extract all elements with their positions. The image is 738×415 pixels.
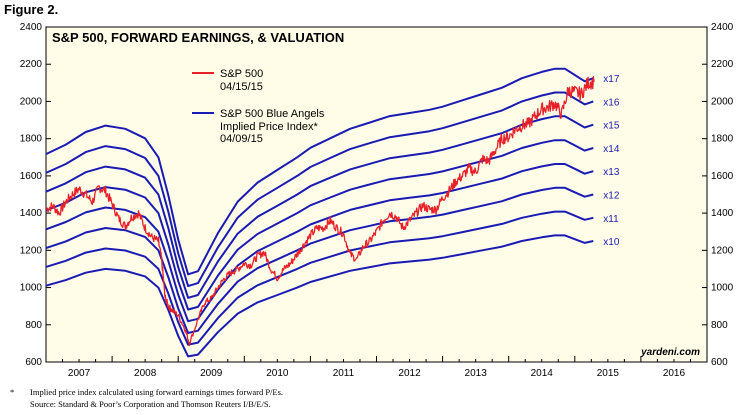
chart-title: S&P 500, FORWARD EARNINGS, & VALUATION: [52, 30, 344, 45]
multiple-labels: x17 x16 x15 x14 x13 x12 x11 x10: [603, 74, 620, 248]
figure-label: Figure 2.: [4, 2, 59, 17]
legend-sp500-label: S&P 500: [220, 68, 263, 80]
plot-area: [45, 26, 708, 363]
x-tick-label: 2015: [597, 368, 620, 379]
y-tick-label-left: 600: [25, 357, 42, 368]
y-tick-label-right: 1400: [711, 208, 734, 219]
blue-angels-line-x16: [45, 91, 594, 288]
y-axis-right: 600 800 1000 1200 1400 1600 1800 2000 2200 2400: [702, 22, 734, 368]
multiple-label-x12: x12: [603, 191, 620, 202]
y-tick-label-right: 1600: [711, 171, 734, 182]
x-tick-label: 2014: [531, 368, 554, 379]
x-tick-label: 2011: [333, 368, 355, 379]
legend-blue-angels-line2: Implied Price Index*: [220, 121, 319, 133]
y-tick-label-right: 800: [711, 320, 728, 331]
x-tick-label: 2010: [266, 368, 289, 379]
x-tick-label: 2012: [398, 368, 421, 379]
y-tick-label-right: 1200: [711, 245, 734, 256]
sp500-series: [45, 76, 595, 347]
y-tick-label-right: 1800: [711, 134, 734, 145]
y-tick-label-right: 2000: [711, 96, 734, 107]
x-tick-label: 2016: [663, 368, 686, 379]
multiple-label-x15: x15: [603, 121, 620, 132]
footnote-line-1: Implied price index calculated using for…: [30, 387, 284, 397]
y-tick-label-left: 2400: [20, 22, 43, 33]
blue-angels-line-x12: [45, 186, 594, 334]
multiple-label-x16: x16: [603, 97, 620, 108]
x-tick-label: 2009: [200, 368, 223, 379]
multiple-label-x14: x14: [603, 144, 620, 155]
blue-angels-line-x17: [45, 67, 594, 276]
y-tick-label-left: 1400: [20, 208, 43, 219]
sp500-line: [45, 76, 595, 347]
y-tick-label-left: 1800: [20, 134, 43, 145]
footnote: * Implied price index calculated using f…: [10, 386, 284, 410]
legend-blue-angels-line1: S&P 500 Blue Angels: [220, 108, 325, 120]
footnote-line-2: Source: Standard & Poor’s Corporation an…: [30, 399, 271, 409]
y-tick-label-left: 800: [25, 320, 42, 331]
x-tick-label: 2008: [134, 368, 157, 379]
y-tick-label-left: 2000: [20, 96, 43, 107]
y-tick-label-right: 2200: [711, 59, 734, 70]
multiple-label-x11: x11: [603, 214, 619, 225]
legend-sp500-date: 04/15/15: [220, 81, 263, 93]
y-tick-label-left: 1200: [20, 245, 43, 256]
footnote-marker: *: [10, 387, 15, 397]
blue-angels-line-x13: [45, 163, 594, 323]
y-axis-left: 600 800 1000 1200 1400 1600 1800 2000 2200 2400: [20, 22, 51, 368]
blue-angels-line-x11: [45, 210, 594, 346]
legend-blue-angels-date: 04/09/15: [220, 133, 263, 145]
blue-angels-line-x10: [45, 234, 594, 358]
blue-angels-series: [45, 67, 594, 358]
x-tick-label: 2007: [68, 368, 91, 379]
x-tick-label: 2013: [465, 368, 488, 379]
multiple-label-x13: x13: [603, 167, 620, 178]
y-tick-label-left: 1000: [20, 283, 43, 294]
x-axis: 2007 2008 2009 2010 2011 2012 2013 2014 2015 2016: [45, 356, 708, 379]
chart: S&P 500, FORWARD EARNINGS, & VALUATION 6…: [20, 22, 734, 379]
blue-angels-line-x14: [45, 139, 594, 311]
multiple-label-x17: x17: [603, 74, 620, 85]
y-tick-label-left: 2200: [20, 59, 43, 70]
source-brand: yardeni.com: [640, 347, 700, 358]
y-tick-label-right: 2400: [711, 22, 734, 33]
y-tick-label-right: 1000: [711, 283, 734, 294]
y-tick-label-left: 1600: [20, 171, 43, 182]
y-tick-label-right: 600: [711, 357, 728, 368]
multiple-label-x10: x10: [603, 237, 620, 248]
legend: S&P 500 04/15/15 S&P 500 Blue Angels Imp…: [192, 68, 325, 145]
